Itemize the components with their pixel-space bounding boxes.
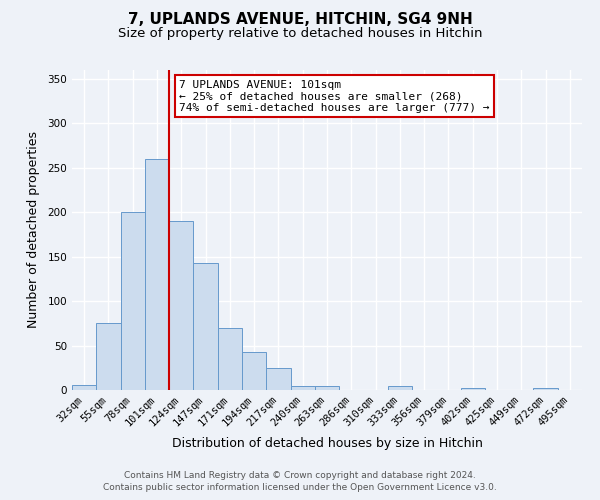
Bar — [72, 384, 96, 390]
Bar — [169, 221, 193, 390]
Text: 7 UPLANDS AVENUE: 101sqm
← 25% of detached houses are smaller (268)
74% of semi-: 7 UPLANDS AVENUE: 101sqm ← 25% of detach… — [179, 80, 490, 113]
Text: Contains HM Land Registry data © Crown copyright and database right 2024.
Contai: Contains HM Land Registry data © Crown c… — [103, 471, 497, 492]
Bar — [266, 368, 290, 390]
Bar — [290, 386, 315, 390]
Bar — [461, 388, 485, 390]
Bar — [315, 386, 339, 390]
Bar — [388, 386, 412, 390]
Bar — [193, 263, 218, 390]
Text: Size of property relative to detached houses in Hitchin: Size of property relative to detached ho… — [118, 28, 482, 40]
Y-axis label: Number of detached properties: Number of detached properties — [28, 132, 40, 328]
Bar — [218, 328, 242, 390]
Bar — [96, 324, 121, 390]
Bar — [533, 388, 558, 390]
X-axis label: Distribution of detached houses by size in Hitchin: Distribution of detached houses by size … — [172, 437, 482, 450]
Bar — [242, 352, 266, 390]
Text: 7, UPLANDS AVENUE, HITCHIN, SG4 9NH: 7, UPLANDS AVENUE, HITCHIN, SG4 9NH — [128, 12, 472, 28]
Bar — [145, 159, 169, 390]
Bar — [121, 212, 145, 390]
